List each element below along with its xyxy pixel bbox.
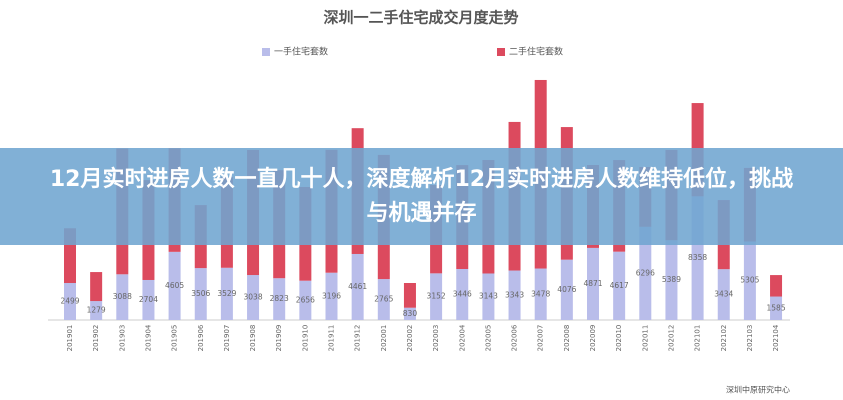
x-tick-label: 202002 [406, 325, 414, 352]
bar-segment [403, 307, 416, 320]
value-label: 4076 [557, 285, 576, 294]
chart-title: 深圳一二手住宅成交月度走势 [323, 9, 518, 27]
x-tick-label: 202011 [641, 325, 649, 352]
bar-segment [560, 259, 573, 320]
bar-segment [351, 253, 364, 320]
x-tick-label: 201905 [171, 325, 179, 352]
value-label: 3529 [217, 289, 236, 298]
legend-swatch [497, 48, 505, 56]
bar-segment [325, 272, 338, 320]
value-label: 1585 [767, 303, 786, 312]
bar-segment [90, 272, 103, 302]
source: 深圳中原研究中心 [726, 385, 790, 395]
bar-segment [116, 274, 129, 320]
value-label: 5305 [740, 276, 759, 285]
x-tick-label: 201911 [328, 325, 336, 352]
headline-banner: 12月实时进房人数一直几十人，深度解析12月实时进房人数维持低位，挑战与机遇并存 [0, 148, 843, 245]
bar-segment [430, 273, 443, 320]
x-tick-label: 201907 [223, 325, 231, 352]
bar-segment [534, 268, 547, 320]
value-label: 4871 [583, 279, 602, 288]
bar-segment [508, 270, 521, 320]
bar-segment [247, 275, 260, 320]
x-tick-label: 202008 [563, 325, 571, 352]
legend-swatch [262, 48, 270, 56]
value-label: 4617 [610, 281, 629, 290]
x-tick-label: 202005 [484, 325, 492, 352]
x-tick-label: 202006 [511, 324, 519, 351]
bar-segment [456, 268, 469, 320]
value-label: 830 [403, 309, 418, 318]
x-tick-label: 201912 [354, 325, 362, 352]
value-label: 3143 [479, 292, 498, 301]
bar-segment [299, 280, 312, 320]
x-tick-label: 201906 [197, 324, 205, 351]
x-tick-label: 201910 [301, 325, 309, 352]
bar-segment [90, 301, 103, 320]
x-tick-label: 201902 [92, 325, 100, 352]
x-tick-label: 202102 [720, 325, 728, 352]
value-label: 3478 [531, 289, 550, 298]
x-tick-label: 201901 [66, 325, 74, 352]
bar-segment [194, 268, 207, 320]
value-label: 2823 [270, 294, 289, 303]
x-tick-label: 201909 [275, 325, 283, 352]
bar-segment [403, 283, 416, 308]
bar-segment [587, 247, 599, 320]
value-label: 3506 [191, 289, 210, 298]
value-label: 3434 [714, 290, 733, 299]
bar-segment [770, 275, 783, 297]
bar-segment [377, 279, 390, 320]
bar-segment [142, 279, 155, 320]
value-label: 3088 [113, 292, 132, 301]
value-label: 2765 [374, 295, 393, 304]
x-tick-label: 202009 [589, 325, 597, 352]
bar-segment [770, 296, 783, 320]
x-tick-label: 201908 [249, 325, 257, 352]
bar-segment [273, 278, 286, 320]
value-label: 4605 [165, 281, 184, 290]
x-tick-label: 202104 [772, 324, 780, 351]
x-tick-label: 202103 [746, 325, 754, 352]
value-label: 3343 [505, 290, 524, 299]
bar-segment [639, 226, 652, 320]
x-tick-label: 201904 [144, 324, 152, 351]
bar-segment [168, 251, 181, 320]
x-tick-label: 202010 [615, 325, 623, 352]
bar-segment [613, 251, 626, 320]
value-label: 3152 [427, 292, 446, 301]
x-tick-label: 202012 [667, 325, 675, 352]
x-tick-label: 202007 [537, 325, 545, 352]
value-label: 1279 [87, 306, 106, 315]
headline: 12月实时进房人数一直几十人，深度解析12月实时进房人数维持低位，挑战与机遇并存 [49, 166, 794, 226]
value-label: 3446 [453, 289, 472, 298]
legend-label: 一手住宅套数 [274, 46, 328, 58]
bar-segment [743, 241, 756, 320]
value-label: 2499 [60, 297, 79, 306]
x-tick-label: 202004 [458, 324, 466, 351]
bar-segment [665, 240, 678, 320]
x-tick-label: 202001 [380, 325, 388, 352]
value-label: 6296 [636, 268, 655, 277]
value-label: 8358 [688, 253, 707, 262]
value-label: 4461 [348, 282, 367, 291]
value-label: 5389 [662, 275, 681, 284]
value-label: 2704 [139, 295, 158, 304]
value-label: 2656 [296, 295, 315, 304]
x-tick-label: 202003 [432, 325, 440, 352]
legend-label: 二手住宅套数 [509, 46, 563, 58]
value-label: 3196 [322, 291, 341, 300]
x-tick-label: 201903 [118, 325, 126, 352]
bar-segment [220, 267, 233, 320]
bar-segment [717, 269, 730, 320]
x-tick-label: 202101 [694, 325, 702, 352]
value-label: 3038 [244, 293, 263, 302]
bar-segment [64, 283, 76, 320]
bar-segment [482, 273, 495, 320]
